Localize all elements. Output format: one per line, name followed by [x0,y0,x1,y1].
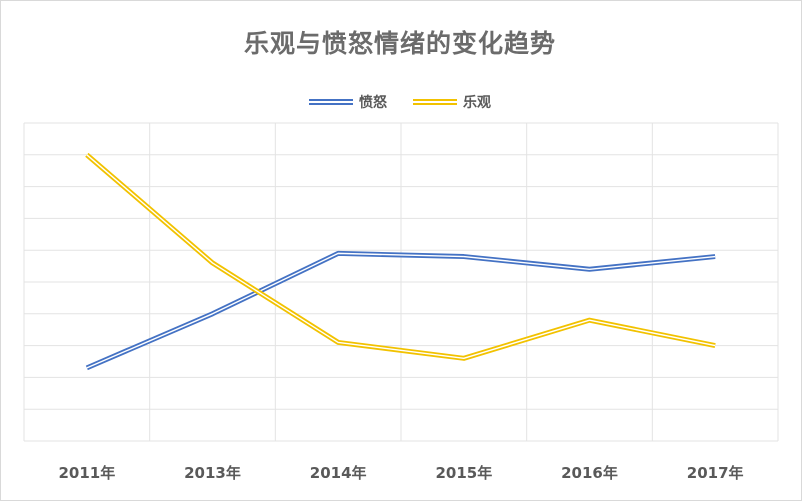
legend-swatch-anger [309,99,353,105]
x-tick-label: 2017年 [687,464,744,482]
series-line-inner [86,154,716,360]
legend-item-optimism: 乐观 [413,92,491,112]
legend-label-anger: 愤怒 [359,95,387,111]
series-lines [85,152,716,371]
chart-title: 乐观与愤怒情绪的变化趋势 [243,29,556,58]
x-tick-label: 2013年 [184,464,241,482]
legend-item-anger: 愤怒 [309,92,387,112]
x-tick-label: 2016年 [561,464,618,482]
series-line-inner [86,252,716,369]
legend-label-optimism: 乐观 [463,95,491,111]
x-tick-label: 2015年 [435,464,492,482]
legend-swatch-optimism [413,99,457,105]
chart-legend: 愤怒 乐观 [0,92,800,112]
x-tick-label: 2014年 [310,464,367,482]
x-tick-label: 2011年 [58,464,115,482]
series-0 [85,250,716,371]
x-axis-ticks: 2011年 2013年 2014年 2015年 2016年 2017年 [58,464,743,482]
gridlines [23,122,779,442]
series-1 [85,152,716,361]
